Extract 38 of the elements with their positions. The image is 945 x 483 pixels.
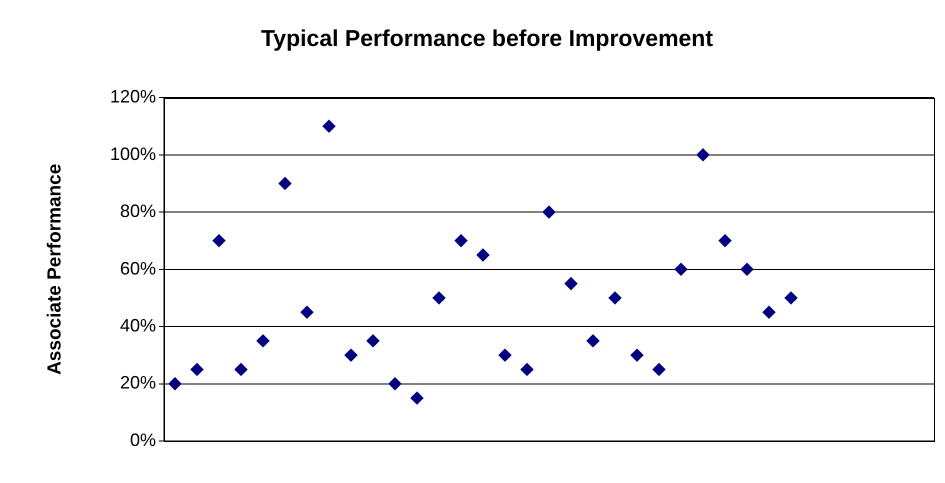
point bbox=[190, 362, 204, 376]
y-tick-label: 20% bbox=[120, 372, 156, 393]
point bbox=[300, 306, 314, 319]
point bbox=[168, 377, 182, 390]
y-axis-title: Associate Performance bbox=[44, 164, 66, 375]
point bbox=[718, 234, 732, 248]
point bbox=[784, 291, 798, 304]
y-tick-label: 100% bbox=[110, 144, 156, 164]
y-tick-label: 40% bbox=[120, 316, 156, 336]
point bbox=[256, 334, 270, 348]
point bbox=[454, 234, 468, 248]
point bbox=[344, 348, 358, 362]
point bbox=[410, 392, 424, 405]
point bbox=[630, 348, 644, 362]
y-tick-label: 60% bbox=[120, 258, 156, 278]
point bbox=[278, 176, 292, 190]
point bbox=[762, 306, 776, 319]
point bbox=[520, 362, 534, 376]
point bbox=[322, 120, 336, 133]
point bbox=[476, 248, 490, 262]
point bbox=[586, 334, 600, 348]
point bbox=[366, 334, 380, 348]
point bbox=[564, 277, 578, 290]
point bbox=[740, 262, 754, 276]
point bbox=[234, 362, 248, 376]
y-tick-label: 0% bbox=[130, 430, 156, 450]
point bbox=[674, 262, 688, 276]
point bbox=[652, 362, 666, 376]
point bbox=[212, 234, 226, 248]
y-tick-label: 80% bbox=[120, 201, 156, 222]
point bbox=[498, 348, 512, 362]
point bbox=[432, 291, 446, 304]
chart-title: Typical Performance before Improvement bbox=[260, 25, 714, 52]
point bbox=[696, 148, 710, 162]
point bbox=[542, 206, 556, 219]
point bbox=[608, 291, 622, 304]
y-tick-label: 120% bbox=[110, 86, 156, 107]
point bbox=[388, 377, 402, 390]
